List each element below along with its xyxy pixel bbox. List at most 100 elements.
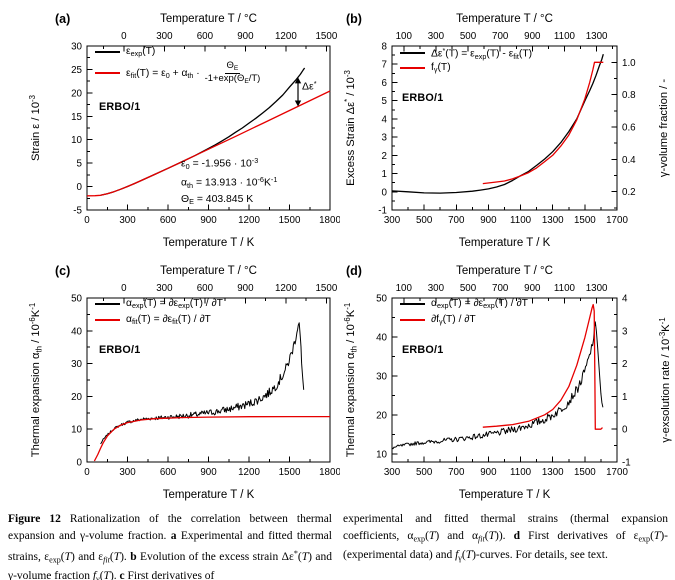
svg-text:500: 500 <box>460 31 477 42</box>
svg-text:300: 300 <box>384 467 401 478</box>
svg-text:1700: 1700 <box>606 467 628 478</box>
svg-text:600: 600 <box>197 31 214 42</box>
svg-text:1300: 1300 <box>586 31 608 42</box>
top-axis-title: Temperature T / °C <box>160 265 257 277</box>
legend-entry: αfit(T) = ∂εfit(T) / ∂T <box>95 314 211 326</box>
svg-text:900: 900 <box>237 283 254 294</box>
panel-letter-b: (b) <box>346 12 362 26</box>
series-alpha_exp <box>100 322 305 445</box>
svg-text:-5: -5 <box>73 206 82 217</box>
svg-text:50: 50 <box>376 294 387 305</box>
sample-label: ERBO/1 <box>402 92 444 104</box>
series-df_gamma_dT <box>482 303 603 430</box>
series-alpha_fit <box>93 415 330 462</box>
legend-entry: αexp(T) = ∂εexp(T) / ∂T <box>400 298 528 310</box>
svg-text:900: 900 <box>524 283 541 294</box>
caption-left-column: Figure 12 Rationalization of the correla… <box>8 513 333 580</box>
svg-text:600: 600 <box>160 215 177 226</box>
legend-entry: εexp(T) <box>95 46 155 58</box>
svg-text:700: 700 <box>448 215 465 226</box>
svg-text:300: 300 <box>384 215 401 226</box>
svg-text:20: 20 <box>376 411 387 422</box>
svg-text:1200: 1200 <box>238 215 260 226</box>
svg-text:1500: 1500 <box>279 215 301 226</box>
legend-color-line <box>95 319 120 322</box>
legend-color-line <box>95 51 120 54</box>
svg-text:3: 3 <box>622 326 628 337</box>
right-y-axis-label: γ-exsolution rate / 10-3K-1 <box>658 317 672 443</box>
svg-text:40: 40 <box>376 333 387 344</box>
svg-text:0: 0 <box>382 187 388 198</box>
legend-color-line <box>400 52 425 55</box>
svg-text:1300: 1300 <box>542 215 564 226</box>
svg-text:20: 20 <box>71 392 82 403</box>
svg-text:1200: 1200 <box>275 283 297 294</box>
y-axis-label: Strain ε / 10-3 <box>28 94 42 162</box>
panel-a: 0 300 600 900 1200 1500 1800 0 300 600 900 1200 1500… <box>25 6 340 254</box>
svg-text:20: 20 <box>71 88 82 99</box>
svg-text:700: 700 <box>492 31 509 42</box>
svg-text:0.2: 0.2 <box>622 187 636 198</box>
legend-entry: Δε*(T) = εexp(T) - εfit(T) <box>400 46 532 61</box>
svg-text:1100: 1100 <box>554 31 576 42</box>
svg-text:900: 900 <box>524 31 541 42</box>
svg-text:1300: 1300 <box>542 467 564 478</box>
svg-text:0: 0 <box>84 467 90 478</box>
svg-text:5: 5 <box>382 96 388 107</box>
svg-text:500: 500 <box>416 467 433 478</box>
panel-c: 0 300 600 900 1200 1500 1800 0 300 600 900 1200 1500… <box>25 258 340 506</box>
svg-text:30: 30 <box>71 359 82 370</box>
svg-text:300: 300 <box>156 31 173 42</box>
panel-d: 300 500 700 900 1100 1300 1500 1700 100 300 500 700… <box>340 258 673 506</box>
sample-label: ERBO/1 <box>402 344 444 356</box>
svg-text:1500: 1500 <box>279 467 301 478</box>
axis-ticks <box>391 45 618 211</box>
svg-text:0.8: 0.8 <box>622 90 636 101</box>
axis-ticks <box>391 297 618 463</box>
svg-text:0: 0 <box>84 215 90 226</box>
legend-label: εexp(T) <box>126 46 156 59</box>
svg-text:0: 0 <box>622 425 628 436</box>
right-y-axis-label: γ-volume fraction / - <box>658 78 670 178</box>
svg-text:300: 300 <box>119 215 136 226</box>
svg-text:100: 100 <box>396 31 413 42</box>
svg-text:25: 25 <box>71 65 82 76</box>
axis-ticks <box>86 297 331 463</box>
svg-text:1800: 1800 <box>319 215 340 226</box>
legend-color-line <box>95 72 120 75</box>
legend-entry: αexp(T) = ∂εexp(T) / ∂T <box>95 298 223 310</box>
svg-text:700: 700 <box>448 467 465 478</box>
y-axis-label: Excess Strain Δε* / 10-3 <box>343 70 357 186</box>
svg-text:1500: 1500 <box>574 215 596 226</box>
delta-epsilon-annotation: Δε* <box>302 79 317 94</box>
top-axis-title: Temperature T / °C <box>456 13 553 25</box>
legend-color-line <box>400 303 425 306</box>
svg-text:1: 1 <box>622 392 627 403</box>
sample-label: ERBO/1 <box>99 101 141 113</box>
svg-text:-1: -1 <box>378 206 387 217</box>
svg-text:1100: 1100 <box>554 283 576 294</box>
svg-text:500: 500 <box>460 283 477 294</box>
svg-text:900: 900 <box>480 467 497 478</box>
svg-text:1500: 1500 <box>574 467 596 478</box>
top-axis-title: Temperature T / °C <box>456 265 553 277</box>
svg-text:1700: 1700 <box>606 215 628 226</box>
series-f_gamma <box>482 61 604 185</box>
svg-text:1100: 1100 <box>510 467 532 478</box>
svg-text:40: 40 <box>71 326 82 337</box>
axis-ticks <box>86 45 331 211</box>
svg-text:1100: 1100 <box>510 215 532 226</box>
svg-text:5: 5 <box>77 159 83 170</box>
svg-text:300: 300 <box>119 467 136 478</box>
svg-text:30: 30 <box>71 42 82 53</box>
svg-text:30: 30 <box>376 372 387 383</box>
panel-b: 300 500 700 900 1100 1300 1500 1700 100 300 500 700… <box>340 6 673 254</box>
svg-text:600: 600 <box>197 283 214 294</box>
svg-text:7: 7 <box>382 60 387 71</box>
svg-text:900: 900 <box>200 215 217 226</box>
svg-text:300: 300 <box>156 283 173 294</box>
legend-label: fγ(T) <box>431 62 451 75</box>
